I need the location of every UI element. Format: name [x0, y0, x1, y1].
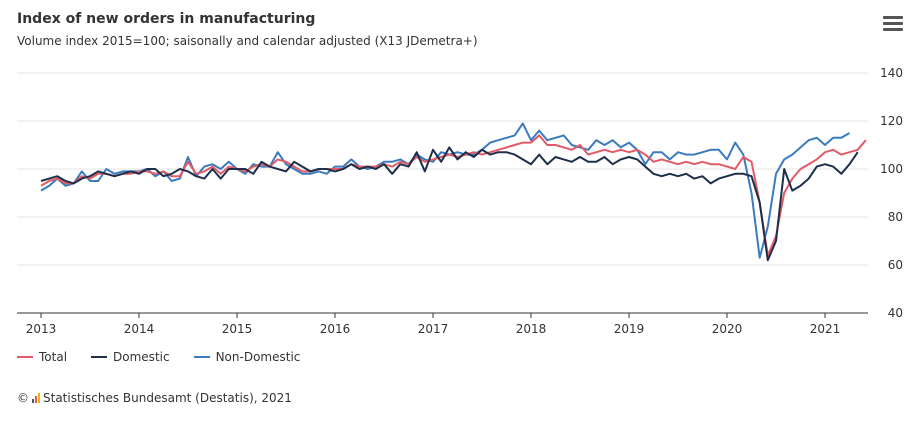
legend-swatch-total: [17, 356, 33, 358]
series-lines: [40, 122, 867, 262]
menu-bar-line: [883, 28, 903, 31]
legend-swatch-non-domestic: [193, 356, 210, 358]
legend-swatch-domestic: [91, 356, 108, 358]
y-tick-label: 40: [888, 306, 903, 320]
legend-label-non-domestic: Non-Domestic: [215, 350, 301, 364]
series-line-total: [40, 134, 867, 257]
x-tick-label: 2016: [320, 322, 351, 336]
x-tick-label: 2014: [124, 322, 155, 336]
x-axis: 2013 2014 2015 2016 2017 2018 2019 2020 2021: [17, 312, 868, 336]
gridlines: [17, 72, 868, 266]
menu-bar-line: [883, 22, 903, 25]
destatis-logo-icon: [32, 393, 40, 403]
x-tick-label: 2013: [26, 322, 57, 336]
x-tick-label: 2018: [516, 322, 547, 336]
x-tick-label: 2020: [712, 322, 743, 336]
y-axis: 40 60 80 100 120 140: [880, 66, 903, 320]
menu-bar-line: [883, 16, 903, 19]
legend-label-total: Total: [39, 350, 68, 364]
line-chart: 40 60 80 100 120 140 2013 2014 2015 2016 2017 2018…: [17, 66, 903, 336]
series-line-domestic: [40, 146, 859, 262]
legend: Total Domestic Non-Domestic: [17, 350, 300, 364]
y-tick-label: 120: [880, 114, 903, 128]
copyright-symbol: ©: [17, 391, 29, 405]
hamburger-menu-icon[interactable]: [883, 16, 903, 32]
source-text[interactable]: Statistisches Bundesamt (Destatis), 2021: [43, 391, 292, 405]
legend-item-total[interactable]: Total: [17, 350, 67, 364]
y-tick-label: 140: [880, 66, 903, 80]
x-tick-label: 2021: [810, 322, 841, 336]
source-footer: © Statistisches Bundesamt (Destatis), 20…: [17, 391, 292, 405]
legend-item-non-domestic[interactable]: Non-Domestic: [193, 350, 301, 364]
legend-label-domestic: Domestic: [113, 350, 170, 364]
x-tick-label: 2019: [614, 322, 645, 336]
y-tick-label: 100: [880, 162, 903, 176]
chart-title: Index of new orders in manufacturing: [17, 11, 316, 27]
series-line-non-domestic: [40, 122, 851, 259]
x-tick-label: 2015: [222, 322, 253, 336]
y-tick-label: 60: [888, 258, 903, 272]
x-tick-label: 2017: [418, 322, 449, 336]
legend-item-domestic[interactable]: Domestic: [91, 350, 170, 364]
chart-subtitle: Volume index 2015=100; saisonally and ca…: [17, 34, 478, 48]
y-tick-label: 80: [888, 210, 903, 224]
